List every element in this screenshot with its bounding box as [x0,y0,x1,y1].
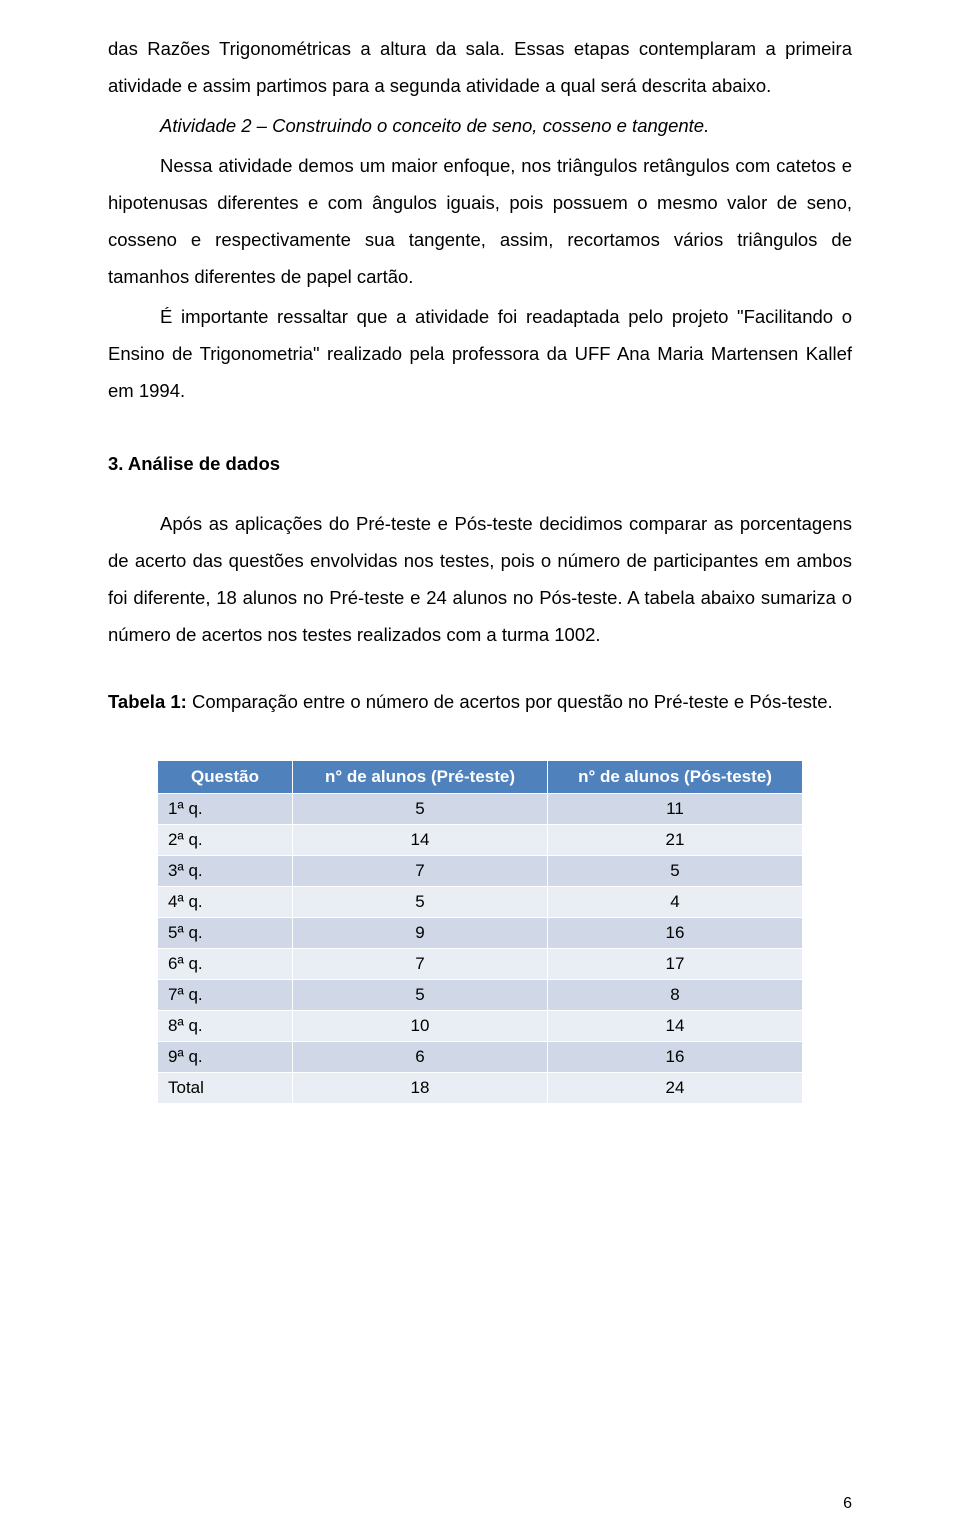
table-caption-label: Tabela 1: [108,691,187,712]
cell-pre: 6 [293,1042,548,1073]
paragraph-intro-continuation: das Razões Trigonométricas a altura da s… [108,30,852,104]
table-row: 6ª q.717 [158,949,803,980]
cell-pre: 7 [293,856,548,887]
activity-2-title: Atividade 2 – Construindo o conceito de … [108,107,852,144]
table-header-row: Questão n° de alunos (Pré-teste) n° de a… [158,761,803,794]
cell-total-label: Total [158,1073,293,1104]
table-row: 3ª q.75 [158,856,803,887]
page-number: 6 [843,1495,852,1513]
cell-pre: 5 [293,794,548,825]
cell-question: 2ª q. [158,825,293,856]
cell-pos: 4 [548,887,803,918]
cell-pre: 7 [293,949,548,980]
cell-question: 5ª q. [158,918,293,949]
cell-pre: 10 [293,1011,548,1042]
cell-pos: 11 [548,794,803,825]
cell-pre: 5 [293,887,548,918]
col-header-pos: n° de alunos (Pós-teste) [548,761,803,794]
cell-question: 6ª q. [158,949,293,980]
cell-question: 9ª q. [158,1042,293,1073]
comparison-table: Questão n° de alunos (Pré-teste) n° de a… [157,760,803,1104]
page: das Razões Trigonométricas a altura da s… [0,0,960,1539]
paragraph-activity-desc: Nessa atividade demos um maior enfoque, … [108,147,852,295]
cell-question: 4ª q. [158,887,293,918]
cell-question: 8ª q. [158,1011,293,1042]
cell-pre: 14 [293,825,548,856]
table-row: 1ª q.511 [158,794,803,825]
paragraph-credit: É importante ressaltar que a atividade f… [108,298,852,409]
cell-pre: 5 [293,980,548,1011]
table-row: 9ª q.616 [158,1042,803,1073]
col-header-question: Questão [158,761,293,794]
cell-pos: 5 [548,856,803,887]
table-row: 5ª q.916 [158,918,803,949]
cell-question: 3ª q. [158,856,293,887]
table-row-total: Total1824 [158,1073,803,1104]
table-caption: Tabela 1: Comparação entre o número de a… [108,683,852,720]
cell-question: 7ª q. [158,980,293,1011]
section-heading-analysis: 3. Análise de dados [108,453,852,475]
cell-pos: 16 [548,918,803,949]
cell-question: 1ª q. [158,794,293,825]
table-caption-text: Comparação entre o número de acertos por… [187,691,833,712]
cell-pos: 8 [548,980,803,1011]
table-row: 8ª q.1014 [158,1011,803,1042]
table-row: 7ª q.58 [158,980,803,1011]
cell-pos: 16 [548,1042,803,1073]
cell-pos: 17 [548,949,803,980]
paragraph-analysis: Após as aplicações do Pré-teste e Pós-te… [108,505,852,653]
cell-pre: 9 [293,918,548,949]
table-row: 4ª q.54 [158,887,803,918]
cell-pos: 14 [548,1011,803,1042]
cell-total-pos: 24 [548,1073,803,1104]
cell-pos: 21 [548,825,803,856]
table-row: 2ª q.1421 [158,825,803,856]
cell-total-pre: 18 [293,1073,548,1104]
col-header-pre: n° de alunos (Pré-teste) [293,761,548,794]
